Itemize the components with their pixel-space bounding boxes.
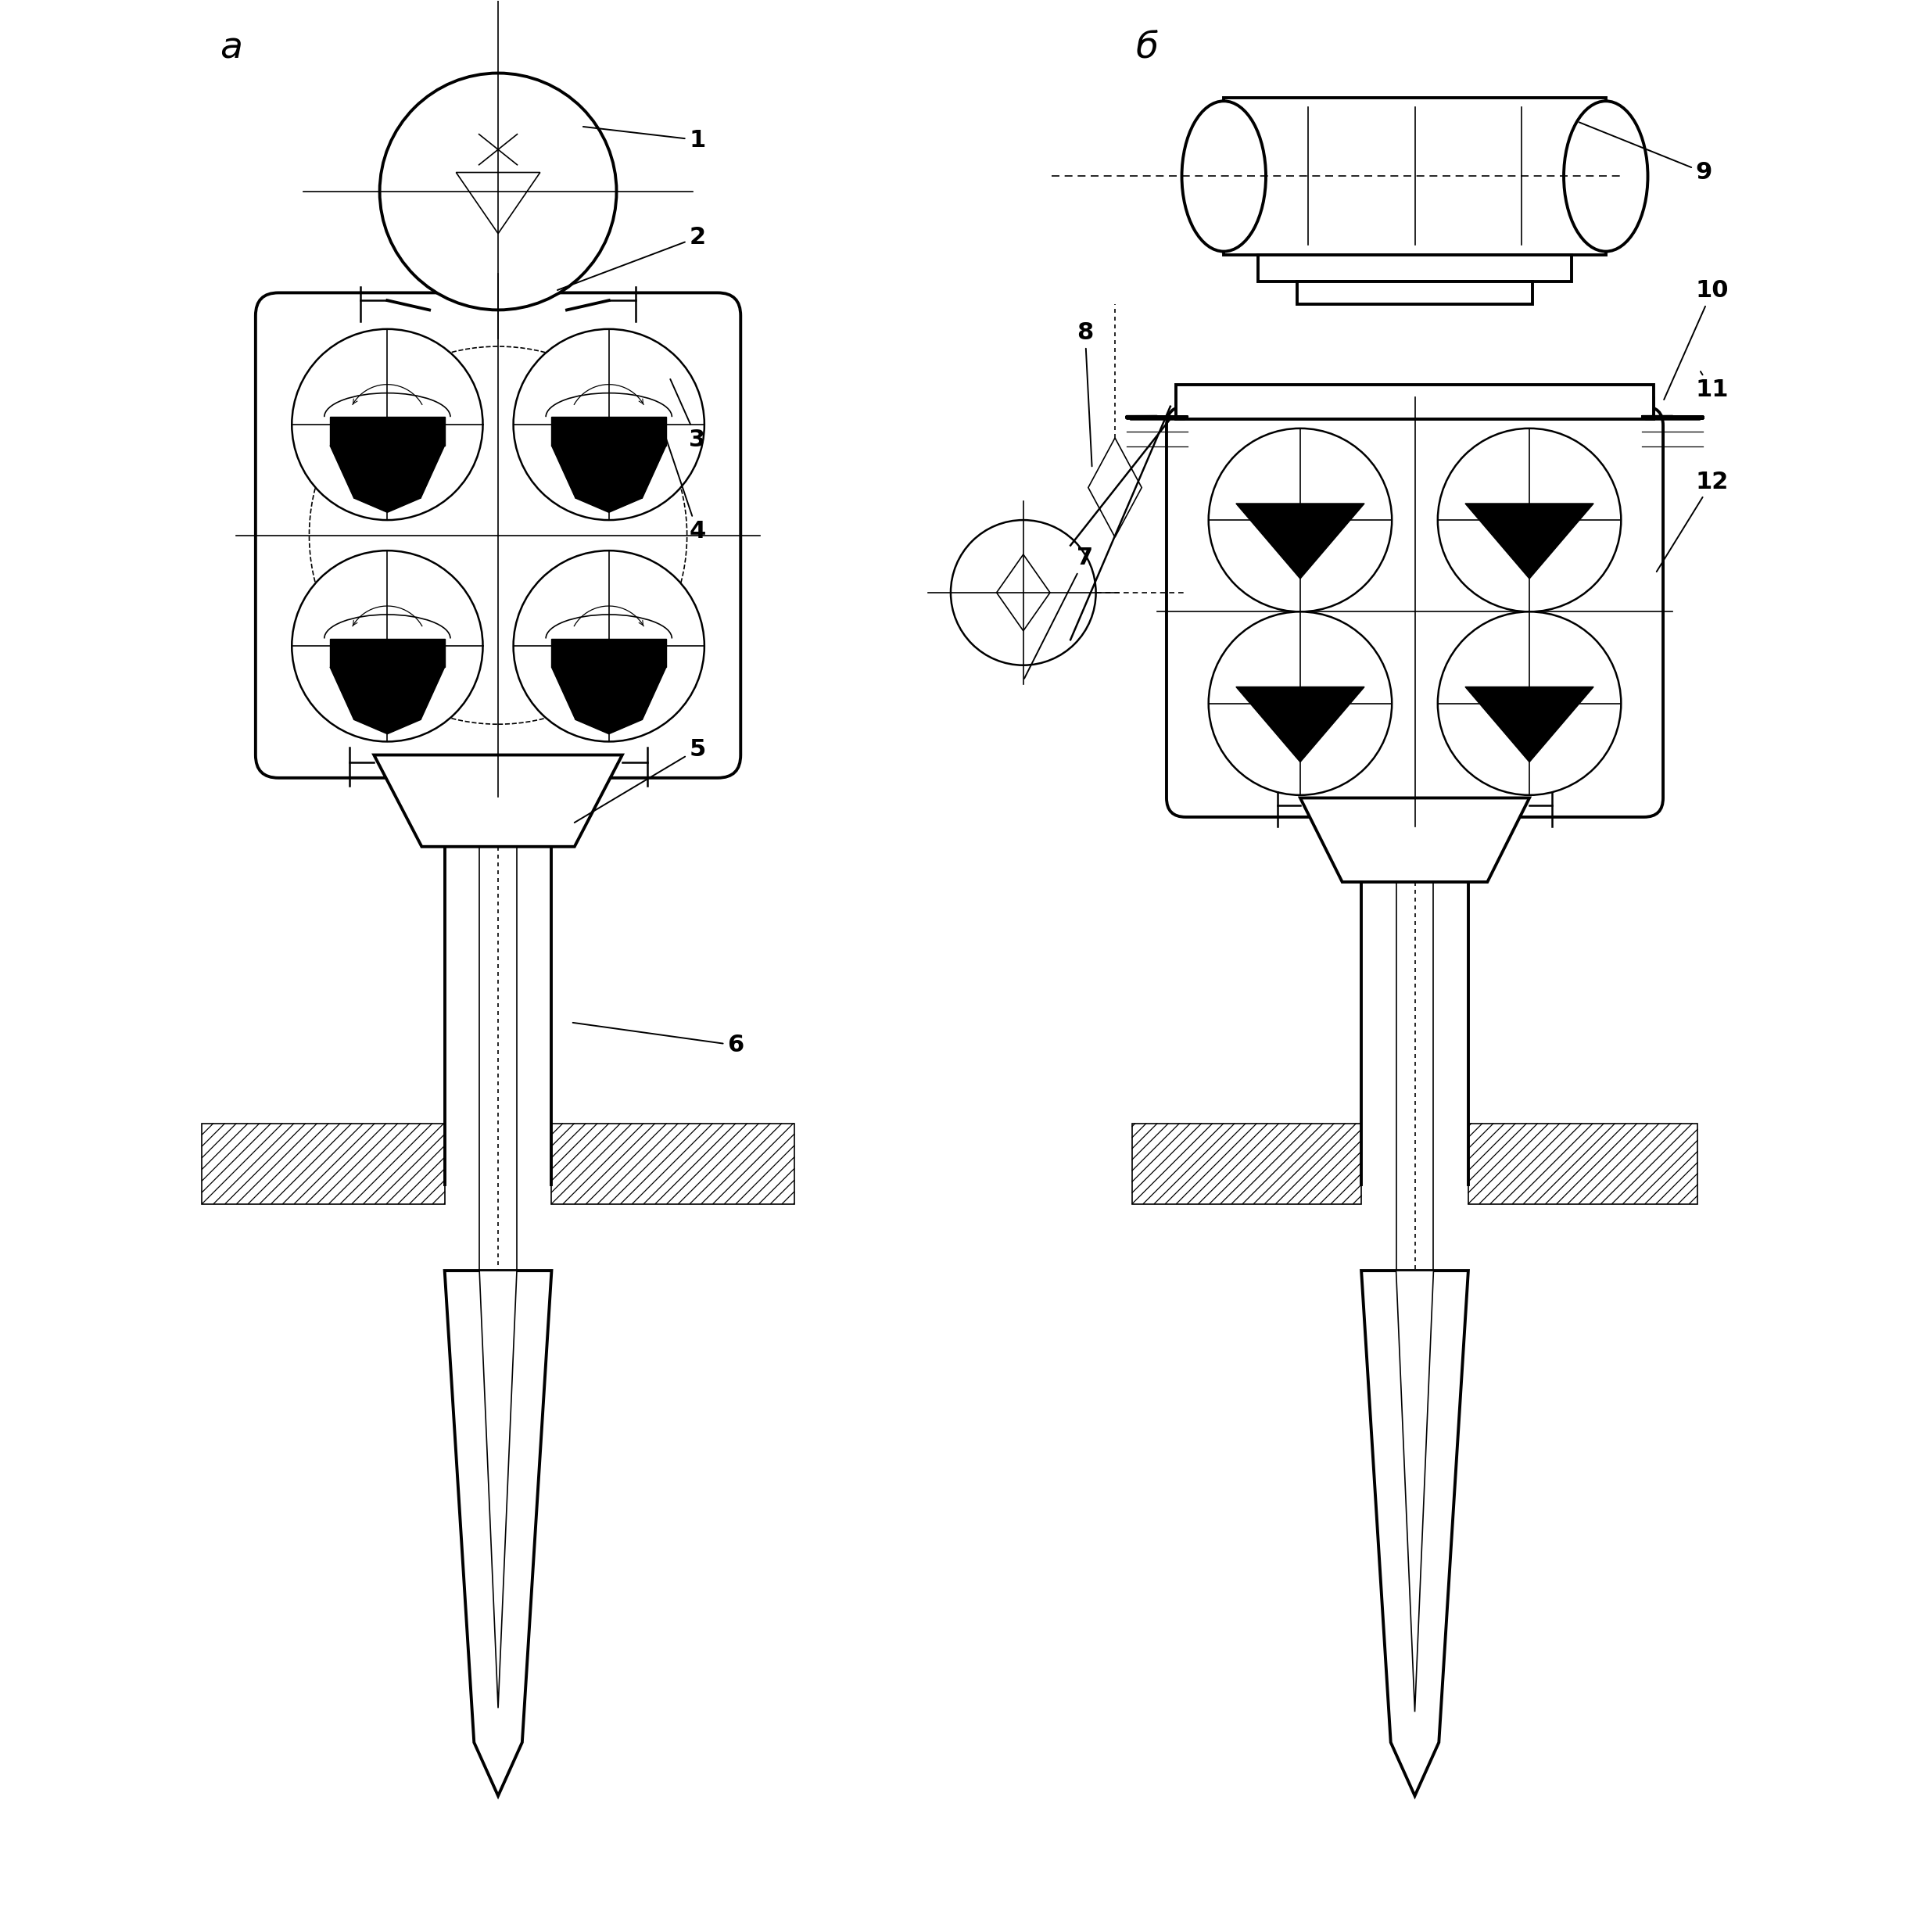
Polygon shape (330, 667, 444, 720)
Circle shape (514, 329, 705, 520)
Circle shape (292, 550, 483, 741)
Polygon shape (1464, 503, 1594, 579)
Polygon shape (1362, 1271, 1468, 1796)
Polygon shape (330, 417, 444, 445)
Polygon shape (1464, 686, 1594, 762)
Polygon shape (551, 638, 667, 667)
Text: 9: 9 (1578, 122, 1712, 183)
Polygon shape (1397, 1271, 1434, 1712)
Polygon shape (551, 445, 667, 499)
Circle shape (381, 73, 616, 310)
Polygon shape (330, 638, 444, 667)
Text: 3: 3 (670, 378, 705, 451)
Text: 11: 11 (1696, 371, 1729, 401)
FancyBboxPatch shape (255, 292, 740, 778)
Circle shape (1209, 428, 1391, 612)
Polygon shape (1236, 503, 1364, 579)
Text: 5: 5 (574, 738, 705, 822)
Polygon shape (354, 499, 421, 512)
Circle shape (1437, 612, 1621, 795)
Bar (1298, 281, 1532, 304)
Polygon shape (444, 1271, 551, 1796)
Polygon shape (1236, 686, 1364, 762)
Bar (1132, 1124, 1362, 1204)
Text: 8: 8 (1076, 321, 1094, 466)
Text: 4: 4 (663, 426, 705, 543)
Circle shape (1209, 612, 1391, 795)
Text: 6: 6 (572, 1022, 744, 1057)
Text: а: а (220, 31, 242, 65)
Bar (551, 1124, 794, 1204)
Text: 1: 1 (583, 126, 705, 151)
Bar (1177, 384, 1654, 419)
Text: 12: 12 (1656, 470, 1729, 571)
Bar (203, 1124, 444, 1204)
Bar (1258, 254, 1571, 281)
Circle shape (514, 550, 705, 741)
Text: 7: 7 (1024, 547, 1094, 678)
Bar (1468, 1124, 1698, 1204)
Ellipse shape (1563, 101, 1648, 252)
Circle shape (951, 520, 1095, 665)
Circle shape (1437, 428, 1621, 612)
Polygon shape (354, 720, 421, 734)
Polygon shape (551, 667, 667, 720)
Polygon shape (576, 720, 641, 734)
Circle shape (292, 329, 483, 520)
Bar (1223, 97, 1605, 254)
Polygon shape (576, 499, 641, 512)
FancyBboxPatch shape (1167, 407, 1663, 818)
Polygon shape (479, 1271, 518, 1708)
Polygon shape (1300, 799, 1530, 883)
Text: 2: 2 (558, 225, 705, 290)
Polygon shape (551, 417, 667, 445)
Text: б: б (1136, 31, 1159, 65)
Ellipse shape (1182, 101, 1265, 252)
Polygon shape (375, 755, 622, 847)
Text: 10: 10 (1663, 279, 1729, 399)
Polygon shape (330, 445, 444, 499)
